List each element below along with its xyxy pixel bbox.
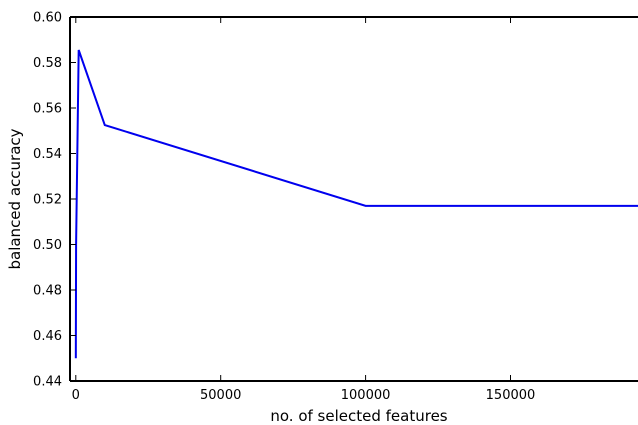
y-tick-label: 0.52 [33,193,62,208]
y-tick-label: 0.60 [33,11,62,26]
y-axis-ticks: 0.44 0.46 0.48 0.50 0.52 0.54 0.56 0.58 0.60 [33,11,76,390]
x-tick-label: 150000 [486,388,536,403]
x-tick-label: 0 [72,388,80,403]
x-tick-label: 100000 [341,388,391,403]
y-tick-label: 0.54 [33,147,62,162]
x-axis-label: no. of selected features [270,407,447,425]
y-tick-label: 0.58 [33,56,62,71]
plot-background [70,17,638,381]
series-line-0 [74,49,638,359]
x-tick-label: 50000 [200,388,241,403]
y-tick-label: 0.50 [33,238,62,253]
y-tick-label: 0.56 [33,102,62,117]
series-layer [74,49,638,359]
x-axis-ticks: 0 50000 100000 150000 [72,17,536,403]
y-tick-label: 0.44 [33,375,62,390]
y-tick-label: 0.46 [33,329,62,344]
y-axis-label: balanced accuracy [6,128,24,269]
y-tick-label: 0.48 [33,284,62,299]
